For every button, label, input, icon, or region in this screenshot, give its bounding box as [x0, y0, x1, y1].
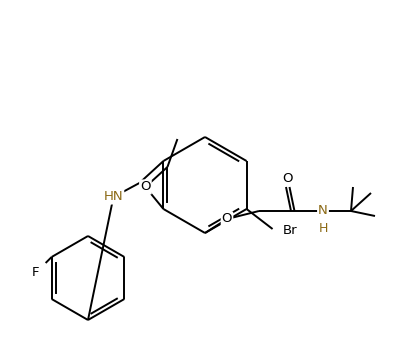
Text: HN: HN — [104, 190, 123, 203]
Text: H: H — [318, 222, 328, 235]
Text: Br: Br — [282, 224, 297, 238]
Text: N: N — [318, 204, 328, 217]
Text: O: O — [140, 181, 151, 194]
Text: O: O — [282, 172, 293, 184]
Text: F: F — [32, 266, 39, 280]
Text: O: O — [222, 212, 232, 225]
